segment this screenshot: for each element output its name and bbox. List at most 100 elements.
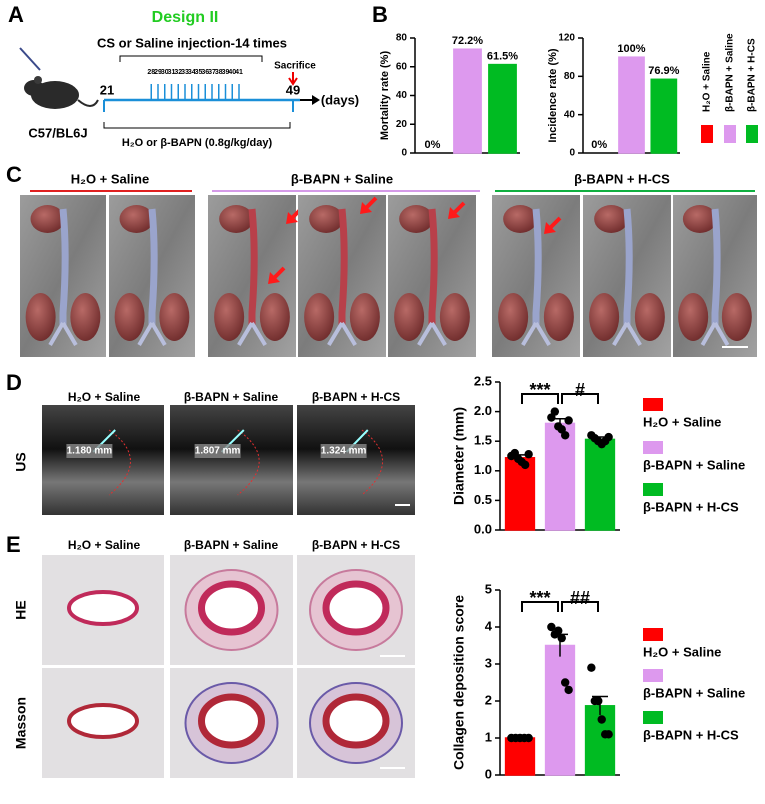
kidney (498, 293, 529, 341)
panel-label: A (8, 2, 24, 27)
vessel-wall (322, 693, 390, 749)
bar (488, 63, 517, 154)
legend-label: H₂O + Saline (643, 414, 721, 429)
measurement: 1.180 mm (67, 446, 113, 457)
bar (544, 644, 576, 776)
gross-photos (20, 195, 757, 357)
legend-swatch (643, 483, 663, 496)
significance-label: *** (529, 588, 550, 608)
value-label: 0% (425, 139, 441, 151)
kidney (394, 293, 425, 341)
legend-label: β-BAPN + Saline (643, 457, 745, 472)
kidney (70, 293, 101, 341)
significance-bracket (561, 601, 599, 612)
data-point (604, 432, 613, 442)
kidney (119, 205, 154, 233)
y-tick-label: 3 (485, 655, 492, 670)
kidney (114, 293, 145, 341)
vessel-outline (361, 429, 384, 496)
y-tick-label: 0 (401, 148, 407, 159)
arrow-head (544, 222, 556, 234)
aorta (711, 208, 721, 325)
legend-label: β-BAPN + Saline (725, 33, 736, 112)
bar (650, 78, 678, 154)
arrow-head (448, 207, 460, 219)
us-image (42, 405, 164, 515)
y-tick-label: 120 (558, 33, 575, 44)
row-label: HE (13, 600, 29, 619)
data-point (524, 450, 533, 459)
kidney (30, 205, 65, 233)
y-tick-label: 40 (396, 90, 408, 101)
iliac (48, 321, 78, 347)
y-tick-label: 1.5 (474, 433, 492, 448)
kidney (682, 205, 717, 233)
aorta (148, 208, 158, 325)
y-axis-label: Mortality rate (%) (379, 51, 391, 141)
value-label: 0% (591, 139, 607, 151)
aorta (338, 208, 348, 325)
chart: 0 20 40 60 80 Mortality rate (%) 0% 72.2% 61.5% H… (379, 33, 758, 159)
aorta (428, 208, 438, 325)
aorta (59, 208, 69, 325)
panel-label: B (372, 2, 388, 27)
chart: 0.0 0.5 1.0 1.5 2.0 2.5 Diameter (mm) *** # H₂O +… (451, 373, 746, 536)
group-header: β-BAPN + Saline (291, 171, 393, 186)
measure-box (66, 444, 113, 458)
legend-swatch (643, 398, 663, 411)
y-tick-label: 1 (485, 729, 492, 744)
kidney (219, 205, 254, 233)
injection-day: 31 (168, 69, 176, 76)
data-point (557, 633, 566, 643)
kidney (589, 293, 620, 341)
vessel-wall (322, 580, 390, 636)
injection-day: 29 (154, 69, 162, 76)
iliac (327, 321, 357, 347)
row-label: Masson (13, 697, 29, 749)
mouse (19, 47, 99, 109)
data-point (587, 663, 596, 672)
injection-day: 33 (181, 69, 189, 76)
treatment-label: H₂O or β-BAPN (0.8g/kg/day) (122, 137, 273, 149)
y-tick-label: 20 (396, 119, 408, 130)
aorta (532, 208, 542, 325)
group-header: β-BAPN + H-CS (574, 171, 670, 186)
injection-day: 36 (201, 69, 209, 76)
legend-swatch (643, 711, 663, 724)
value-label: 72.2% (452, 35, 483, 47)
injection-day: 32 (174, 69, 182, 76)
data-point (554, 626, 563, 635)
kidney (309, 205, 344, 233)
legend-label: β-BAPN + H-CS (643, 499, 739, 514)
value-label: 61.5% (487, 51, 518, 63)
kidney (214, 293, 245, 341)
y-tick-label: 0 (569, 148, 575, 159)
design-title: Design II (152, 9, 219, 26)
iliac (417, 321, 447, 347)
column-header: β-BAPN + Saline (184, 390, 279, 404)
kidney (304, 293, 335, 341)
value-label: 100% (617, 43, 645, 55)
kidney (399, 205, 434, 233)
arrow-head (268, 272, 280, 284)
data-point (550, 407, 560, 416)
significance-bracket (521, 601, 559, 612)
injection-day: 37 (208, 69, 216, 76)
bar (504, 457, 536, 531)
measurement: 1.324 mm (321, 446, 367, 457)
kidney (634, 293, 665, 341)
iliac (521, 321, 551, 347)
value-label: 76.9% (648, 65, 679, 77)
injection-day: 38 (215, 69, 223, 76)
data-point (560, 678, 570, 687)
data-point (564, 416, 573, 425)
data-point (564, 685, 573, 695)
timeline-start: 21 (100, 82, 114, 97)
kidney (543, 293, 574, 341)
timeline-end: 49 (286, 82, 300, 97)
injection-day: 41 (235, 69, 243, 76)
chart: 0 40 80 120 Incidence rate (%) 0% 100%76.9% (547, 33, 680, 159)
bar (618, 56, 645, 154)
column-header: β-BAPN + Saline (184, 538, 279, 552)
